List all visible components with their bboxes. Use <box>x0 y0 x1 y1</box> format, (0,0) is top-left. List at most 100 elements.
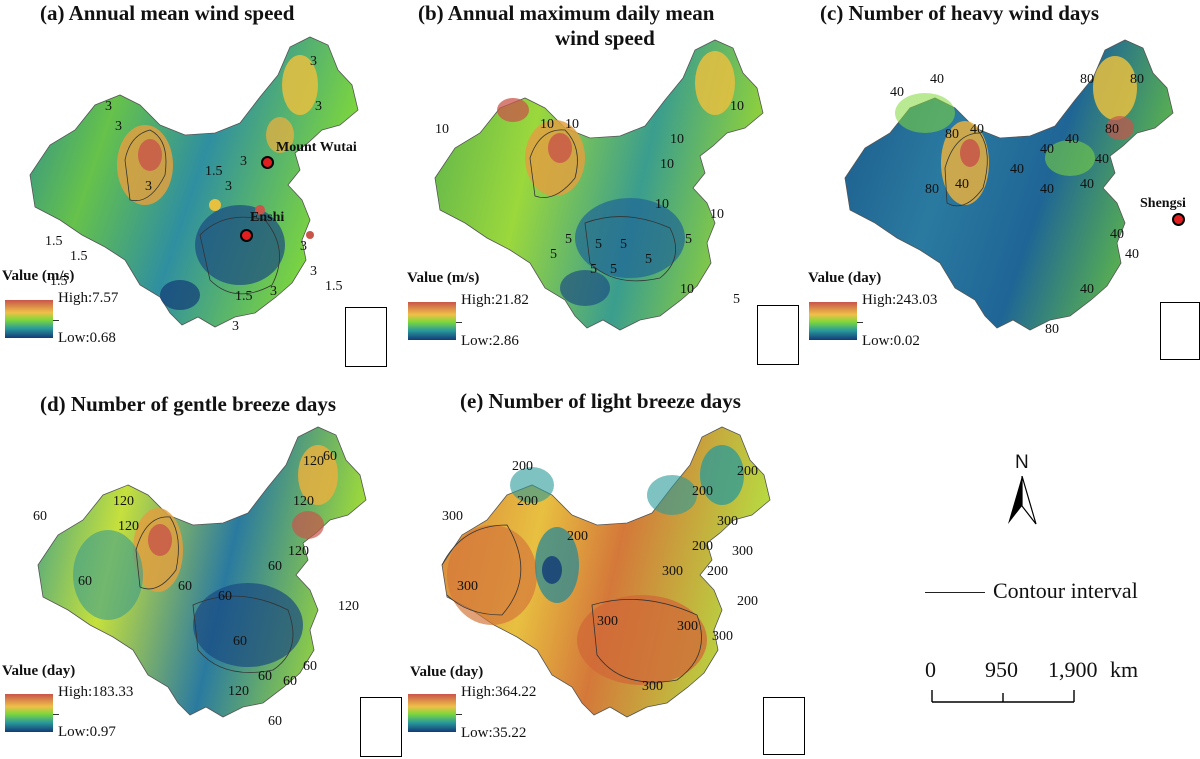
shengsi-label: Shengsi <box>1140 196 1186 211</box>
panel-e-contour-label: 300 <box>457 579 478 594</box>
panel-b-legend-title: Value (m/s) <box>407 270 480 286</box>
panel-e-legend-title: Value (day) <box>410 664 484 680</box>
panel-e-contour-label: 300 <box>442 509 463 524</box>
panel-a-legend-high: High:7.57 <box>58 290 119 306</box>
panel-a-legend-low: Low:0.68 <box>58 330 116 346</box>
panel-d-contour-label: 120 <box>113 494 134 509</box>
panel-c-contour-label: 40 <box>1065 132 1079 147</box>
panel-e-contour-label: 200 <box>737 594 758 609</box>
panel-e-contour-label: 300 <box>662 564 683 579</box>
panel-c-contour-label: 40 <box>1040 182 1054 197</box>
panel-d-contour-label: 60 <box>268 559 282 574</box>
north-arrow-icon <box>1008 476 1037 525</box>
panel-e-map: 300 200 200 200 300 200 200 300 300 300 … <box>441 426 771 718</box>
panel-d-contour-label: 120 <box>118 519 139 534</box>
panel-e-south-china-sea-inset <box>763 697 805 755</box>
panel-d-map: 60 120 120 60 120 60 60 120 60 60 60 120… <box>33 426 367 729</box>
enshi-marker <box>240 229 253 242</box>
panel-b-contour-label: 10 <box>730 99 744 114</box>
panel-a-contour-label: 3 <box>232 319 239 334</box>
panel-a-legend-title: Value (m/s) <box>2 268 75 284</box>
panel-d-contour-label: 60 <box>283 674 297 689</box>
panel-d-contour-label: 60 <box>268 714 282 729</box>
panel-c-contour-label: 40 <box>1040 142 1054 157</box>
panel-d-contour-label: 60 <box>178 579 192 594</box>
panel-b-contour-label: 10 <box>680 282 694 297</box>
panel-b-contour-label: 5 <box>645 252 652 267</box>
legend-tick <box>53 320 59 321</box>
panel-a-contour-label: 1.5 <box>45 234 63 249</box>
contour-legend-line <box>925 592 985 593</box>
panel-b-contour-label: 10 <box>540 117 554 132</box>
panel-d-contour-label: 60 <box>303 659 317 674</box>
panel-e-title: (e) Number of light breeze days <box>460 389 741 413</box>
panel-b-contour-label: 5 <box>685 232 692 247</box>
panel-d-contour-label: 120 <box>293 494 314 509</box>
panel-d-contour-label: 60 <box>233 634 247 649</box>
panel-d-contour-label: 60 <box>78 574 92 589</box>
panel-d-contour-label: 60 <box>258 669 272 684</box>
panel-a-contour-label: 3 <box>310 54 317 69</box>
panel-a-contour-label: 1.5 <box>325 279 343 294</box>
panel-c-map: 40 40 80 80 80 40 80 40 40 40 40 40 40 4… <box>844 39 1174 337</box>
panel-d-contour-label: 120 <box>288 544 309 559</box>
panel-e-contour-label: 300 <box>732 544 753 559</box>
panel-d-legend-low: Low:0.97 <box>58 724 116 740</box>
panel-b-legend-bar <box>408 302 456 340</box>
panel-c-contour-label: 80 <box>1045 322 1059 337</box>
panel-b-contour-label: 5 <box>610 262 617 277</box>
panel-c-contour-label: 40 <box>1080 282 1094 297</box>
panel-c-contour-label: 80 <box>1130 72 1144 87</box>
panel-a-contour-label: 3 <box>225 179 232 194</box>
legend-tick <box>857 322 863 323</box>
panel-b-title-line2: wind speed <box>555 26 655 50</box>
panel-b-contour-label: 5 <box>620 237 627 252</box>
panel-e-contour-label: 200 <box>737 464 758 479</box>
panel-a-contour-label: 1.5 <box>70 249 88 264</box>
panel-d-legend-bar <box>5 694 53 732</box>
panel-e-contour-label: 300 <box>677 619 698 634</box>
panel-c-contour-label: 40 <box>955 177 969 192</box>
panel-d-legend-title: Value (day) <box>2 663 76 679</box>
scale-tick-1900: 1,900 <box>1048 657 1098 682</box>
panel-d-contour-label: 120 <box>338 599 359 614</box>
panel-d-south-china-sea-inset <box>360 697 402 757</box>
panel-e-legend-bar <box>408 694 456 732</box>
panel-b-legend-low: Low:2.86 <box>461 333 519 349</box>
panel-d-contour-label: 60 <box>33 509 47 524</box>
panel-a-title: (a) Annual mean wind speed <box>40 1 295 25</box>
panel-b-contour-label: 5 <box>565 232 572 247</box>
panel-a-contour-label: 3 <box>145 179 152 194</box>
panel-a-contour-label: 1.5 <box>50 274 68 289</box>
panel-e-legend-low: Low:35.22 <box>461 725 527 741</box>
panel-a-legend-bar <box>5 300 53 338</box>
panel-b-contour-label: 5 <box>550 247 557 262</box>
panel-b-title-line1: (b) Annual maximum daily mean <box>418 1 715 25</box>
shengsi-marker <box>1172 213 1185 226</box>
panel-c-contour-label: 40 <box>1095 152 1109 167</box>
panel-c-title: (c) Number of heavy wind days <box>820 1 1100 25</box>
panel-e-contour-label: 200 <box>707 564 728 579</box>
enshi-label: Enshi <box>250 210 285 225</box>
panel-e-contour-label: 200 <box>517 494 538 509</box>
mount-wutai-marker <box>261 156 274 169</box>
panel-b-contour-label: 10 <box>670 132 684 147</box>
panel-a-contour-label: 3 <box>105 99 112 114</box>
panel-b-contour-label: 10 <box>655 197 669 212</box>
panel-c-contour-label: 40 <box>1010 162 1024 177</box>
panel-d-contour-label: 120 <box>303 454 324 469</box>
panel-c-contour-label: 40 <box>890 85 904 100</box>
legend-tick <box>53 714 59 715</box>
panel-e-contour-label: 300 <box>597 614 618 629</box>
panel-e-legend-high: High:364.22 <box>461 684 537 700</box>
panel-d-contour-label: 60 <box>218 589 232 604</box>
panel-e-contour-label: 200 <box>692 539 713 554</box>
north-label: N <box>1015 452 1029 473</box>
panel-b-map: 10 10 10 10 10 10 5 5 5 5 5 5 10 5 5 10 … <box>434 39 764 331</box>
panel-c-contour-label: 40 <box>970 122 984 137</box>
panel-c-legend-title: Value (day) <box>808 270 882 286</box>
legend-tick <box>456 322 462 323</box>
scale-tick-950: 950 <box>985 657 1018 682</box>
panel-a-map: 3 3 3 3 3 3 3 1.5 1.5 1.5 1.5 3 3 1.5 3 … <box>29 36 359 334</box>
panel-c-contour-label: 80 <box>1080 72 1094 87</box>
